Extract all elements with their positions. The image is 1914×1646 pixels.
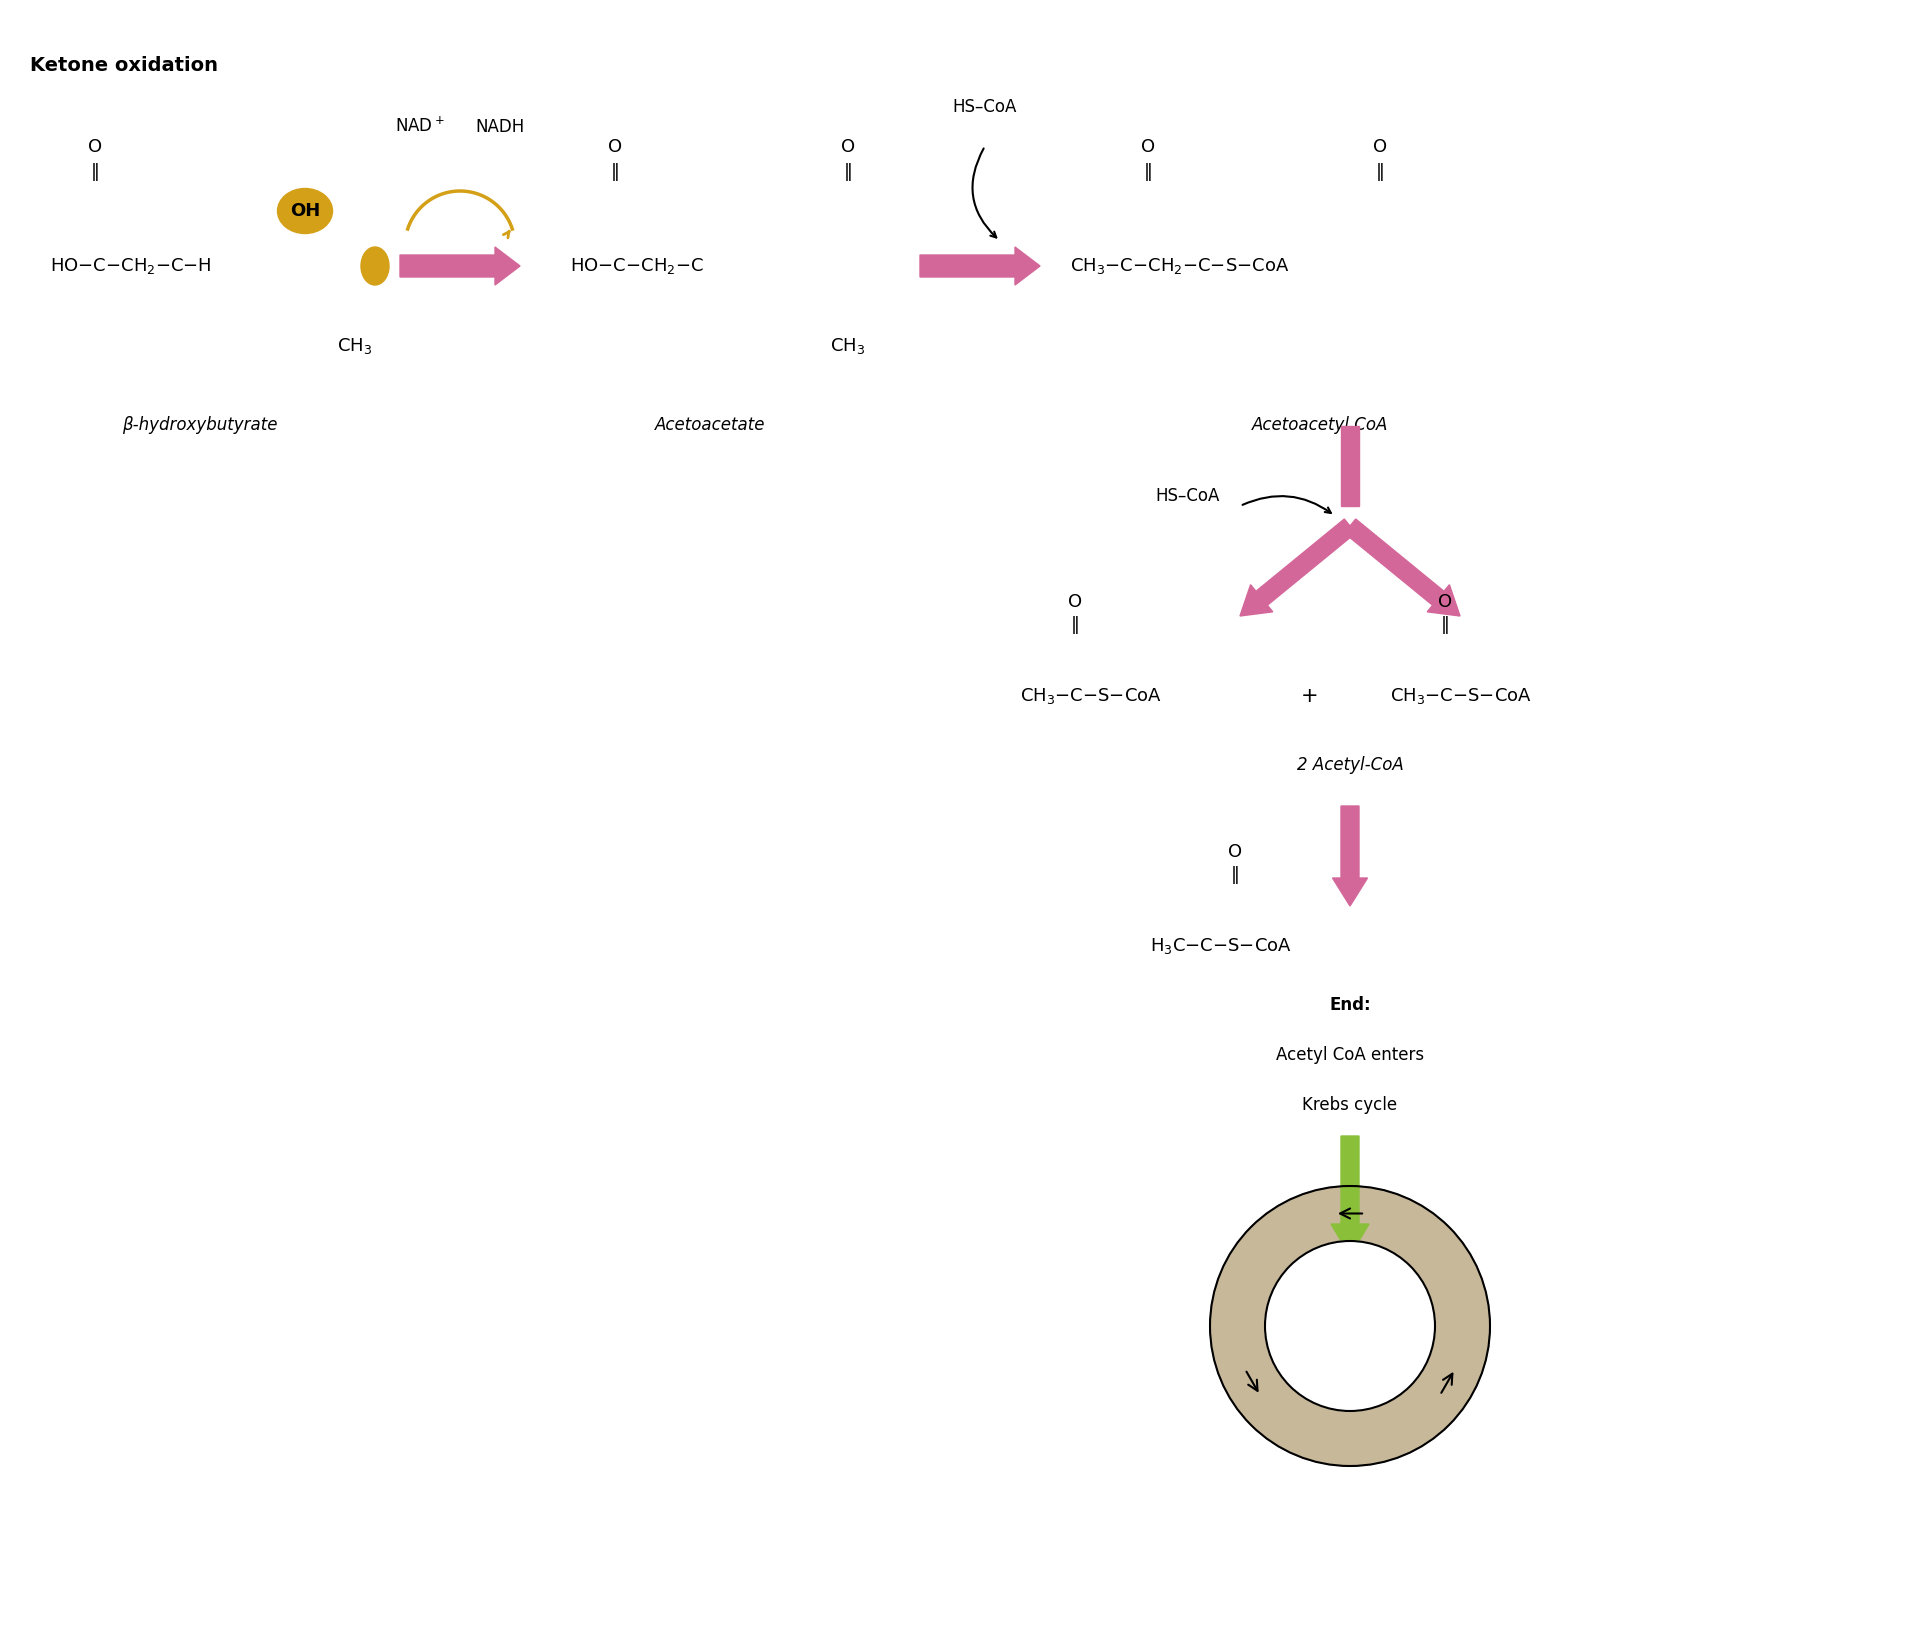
- Text: ‖: ‖: [611, 163, 618, 181]
- FancyArrow shape: [1240, 518, 1355, 616]
- Text: ‖: ‖: [1070, 616, 1079, 634]
- Text: O: O: [88, 138, 101, 156]
- FancyArrow shape: [1332, 807, 1367, 905]
- Text: O: O: [1372, 138, 1386, 156]
- Circle shape: [1265, 1241, 1434, 1411]
- FancyArrow shape: [1330, 1136, 1369, 1256]
- Text: ‖: ‖: [1374, 163, 1384, 181]
- Text: HS–CoA: HS–CoA: [1154, 487, 1219, 505]
- Text: +: +: [1300, 686, 1319, 706]
- Text: CH$_3$$-$C$-$CH$_2$$-$C$-$S$-$CoA: CH$_3$$-$C$-$CH$_2$$-$C$-$S$-$CoA: [1070, 257, 1288, 277]
- Text: NADH: NADH: [475, 119, 524, 137]
- Text: HO$-$C$-$CH$_2$$-$C: HO$-$C$-$CH$_2$$-$C: [570, 257, 704, 277]
- FancyArrow shape: [400, 247, 521, 285]
- Circle shape: [1210, 1187, 1489, 1467]
- Text: ‖: ‖: [1231, 866, 1238, 884]
- Text: Acetoacetate: Acetoacetate: [655, 416, 766, 435]
- Text: CH$_3$: CH$_3$: [831, 336, 865, 356]
- Text: HO$-$C$-$CH$_2$$-$C$-$H: HO$-$C$-$CH$_2$$-$C$-$H: [50, 257, 212, 277]
- Text: Acetoacetyl CoA: Acetoacetyl CoA: [1252, 416, 1388, 435]
- Text: β-hydroxybutyrate: β-hydroxybutyrate: [122, 416, 278, 435]
- Text: End:: End:: [1328, 996, 1370, 1014]
- Text: ‖: ‖: [1143, 163, 1152, 181]
- FancyArrow shape: [1344, 518, 1458, 616]
- Text: CH$_3$$-$C$-$S$-$CoA: CH$_3$$-$C$-$S$-$CoA: [1390, 686, 1531, 706]
- Text: H$_3$C$-$C$-$S$-$CoA: H$_3$C$-$C$-$S$-$CoA: [1150, 937, 1292, 956]
- Text: O: O: [1141, 138, 1154, 156]
- Ellipse shape: [362, 247, 389, 285]
- Text: Krebs cycle: Krebs cycle: [1302, 1096, 1397, 1114]
- Text: OH: OH: [289, 202, 320, 221]
- Text: O: O: [1227, 843, 1242, 861]
- FancyArrow shape: [1340, 426, 1359, 505]
- Text: O: O: [607, 138, 622, 156]
- FancyArrow shape: [919, 247, 1039, 285]
- Text: O: O: [1437, 593, 1451, 611]
- Text: 2 Acetyl-CoA: 2 Acetyl-CoA: [1296, 756, 1403, 774]
- Text: ‖: ‖: [90, 163, 100, 181]
- Text: ‖: ‖: [842, 163, 852, 181]
- Text: CH$_3$$-$C$-$S$-$CoA: CH$_3$$-$C$-$S$-$CoA: [1020, 686, 1162, 706]
- Text: Ketone oxidation: Ketone oxidation: [31, 56, 218, 76]
- Text: O: O: [1068, 593, 1081, 611]
- Text: NAD$^+$: NAD$^+$: [394, 117, 444, 137]
- Text: Acetyl CoA enters: Acetyl CoA enters: [1275, 1045, 1424, 1063]
- Text: ‖: ‖: [1439, 616, 1449, 634]
- Ellipse shape: [278, 189, 333, 234]
- Text: CH$_3$: CH$_3$: [337, 336, 373, 356]
- Text: O: O: [840, 138, 856, 156]
- Text: HS–CoA: HS–CoA: [953, 99, 1016, 115]
